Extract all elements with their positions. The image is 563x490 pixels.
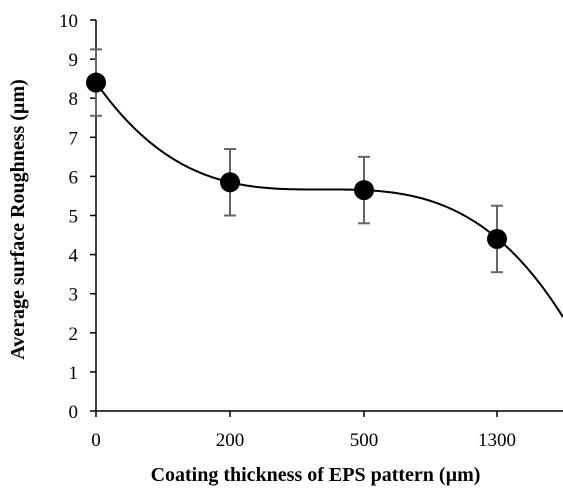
- y-tick-label-5: 5: [69, 207, 79, 228]
- data-points-layer: [86, 72, 507, 249]
- y-tick-label-2: 2: [69, 324, 79, 345]
- error-bars-layer: [90, 48, 503, 274]
- y-tick-label-4: 4: [69, 246, 79, 267]
- x-tick-label-0: 0: [91, 430, 101, 451]
- data-point-1300: [487, 228, 507, 249]
- labels-layer: Coating thickness of EPS pattern (µm) Av…: [7, 79, 480, 486]
- data-point-0: [86, 72, 106, 93]
- y-tick-label-7: 7: [69, 128, 79, 149]
- data-point-200: [220, 172, 240, 193]
- x-tick-label-1300: 1300: [478, 430, 516, 451]
- trendline: [95, 81, 563, 318]
- y-tick-label-6: 6: [69, 167, 79, 188]
- y-tick-label-0: 0: [69, 402, 79, 423]
- y-tick-label-10: 10: [59, 11, 78, 32]
- y-tick-label-8: 8: [69, 89, 79, 110]
- y-tick-label-3: 3: [69, 285, 79, 306]
- trendline-layer: [95, 81, 563, 318]
- y-axis-title: Average surface Roughness (µm): [7, 79, 29, 360]
- x-tick-label-200: 200: [216, 430, 245, 451]
- x-axis-title: Coating thickness of EPS pattern (µm): [151, 464, 481, 486]
- y-tick-label-1: 1: [69, 363, 79, 384]
- data-point-500: [354, 180, 374, 201]
- y-tick-label-9: 9: [69, 50, 79, 71]
- x-tick-label-500: 500: [350, 430, 379, 451]
- axes: 0 1 2 3 4 5 6 7 8 9 10 0 200 500 1300: [59, 11, 563, 451]
